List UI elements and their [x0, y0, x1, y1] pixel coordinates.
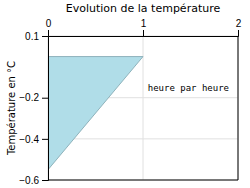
grid — [48, 36, 238, 180]
tick: −0.4 — [19, 134, 48, 145]
tick: 1 — [141, 18, 147, 36]
grid-line — [48, 138, 238, 139]
y-axis-title: Température en °C — [6, 61, 17, 156]
tick-mark — [48, 30, 49, 36]
y-axis: 0.1 −0.2 −0.4 −0.6 — [19, 31, 48, 186]
data — [48, 57, 143, 170]
tick-label: −0.2 — [19, 92, 39, 103]
tick-label: −0.4 — [19, 134, 39, 145]
tick-label: 2 — [236, 18, 242, 29]
grid-line — [48, 180, 238, 181]
tick-mark — [42, 98, 48, 99]
tick-mark — [238, 30, 239, 36]
tick: 2 — [236, 18, 242, 36]
x-axis: 0 1 2 — [46, 18, 242, 37]
frame-line — [238, 36, 239, 180]
tick-label: 0.1 — [25, 31, 39, 42]
frame-line — [48, 180, 238, 181]
title: Evolution de la température — [66, 2, 221, 15]
axis-line — [42, 37, 49, 181]
tick-mark — [42, 180, 48, 181]
plot: 0 1 2 0.1 −0.2 −0.4 −0.6 heure par heure — [19, 18, 241, 186]
tick: −0.2 — [19, 92, 48, 103]
chart: 0 1 2 0.1 −0.2 −0.4 −0.6 heure par heure Evoluti… — [0, 0, 250, 188]
tick: 0 — [46, 18, 52, 36]
grid-line — [238, 36, 239, 180]
tick-mark — [143, 30, 144, 36]
tick-label: 1 — [141, 18, 147, 29]
annotation: heure par heure — [148, 83, 229, 93]
tick-mark — [42, 36, 48, 37]
tick: 0.1 — [25, 31, 48, 42]
frame — [48, 36, 238, 180]
tick-label: −0.6 — [19, 175, 39, 186]
axis-line — [49, 30, 239, 37]
tick-mark — [42, 139, 48, 140]
tick-label: 0 — [46, 18, 52, 29]
tick: −0.6 — [19, 175, 48, 186]
area — [48, 57, 143, 170]
